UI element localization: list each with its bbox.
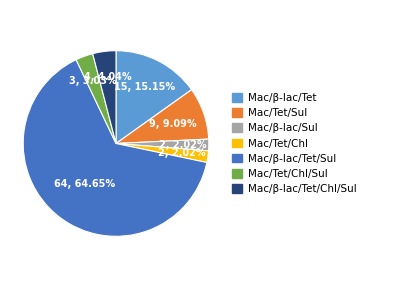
Wedge shape <box>23 60 207 236</box>
Text: 4, 4.04%: 4, 4.04% <box>84 72 131 82</box>
Wedge shape <box>116 139 209 151</box>
Wedge shape <box>116 51 192 144</box>
Legend: Mac/β-lac/Tet, Mac/Tet/Sul, Mac/β-lac/Sul, Mac/Tet/Chl, Mac/β-lac/Tet/Sul, Mac/T: Mac/β-lac/Tet, Mac/Tet/Sul, Mac/β-lac/Su… <box>232 93 356 194</box>
Wedge shape <box>116 144 208 162</box>
Text: 2, 2.02%: 2, 2.02% <box>158 148 206 158</box>
Wedge shape <box>76 54 116 144</box>
Text: 64, 64.65%: 64, 64.65% <box>54 179 115 189</box>
Wedge shape <box>93 51 116 144</box>
Text: 2, 2.02%: 2, 2.02% <box>159 139 207 150</box>
Text: 9, 9.09%: 9, 9.09% <box>149 119 197 129</box>
Text: 3, 3.03%: 3, 3.03% <box>69 76 117 86</box>
Text: 15, 15.15%: 15, 15.15% <box>114 82 176 92</box>
Wedge shape <box>116 90 209 144</box>
